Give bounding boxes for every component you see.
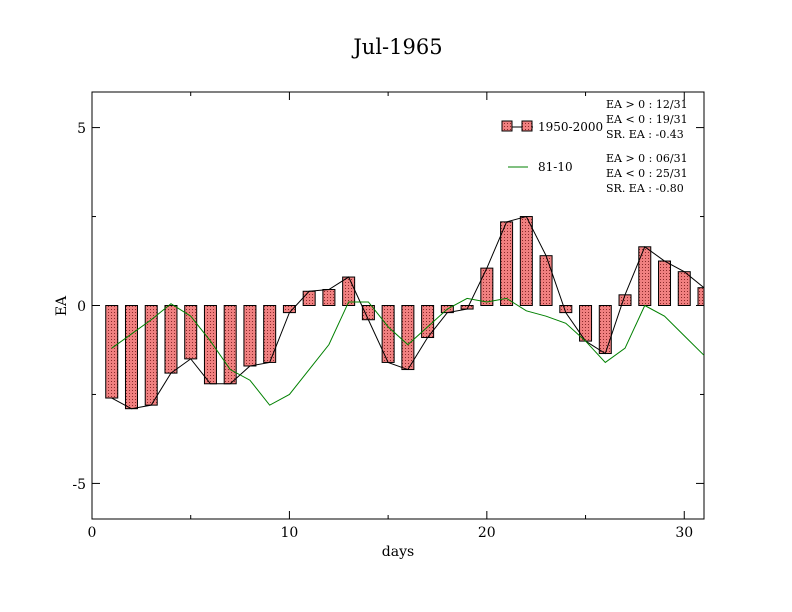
stat-81-10-sr: SR. EA : -0.80: [606, 182, 684, 195]
bar-day-27: [618, 294, 632, 307]
bar-day-10: [282, 305, 296, 314]
bar-day-31: [697, 287, 705, 307]
bar-day-20: [480, 267, 494, 307]
legend-label-81-10: 81-10: [538, 160, 573, 174]
x-tick-label-0: 0: [88, 525, 97, 541]
bar-day-9: [263, 305, 277, 363]
legend: 1950-2000 81-10: [501, 120, 603, 174]
y-tick-label-5: 5: [77, 121, 86, 137]
stat-1950-2000-negative: EA < 0 : 19/31: [606, 113, 688, 126]
chart-title: Jul-1965: [351, 35, 442, 59]
stat-1950-2000-positive: EA > 0 : 12/31: [606, 98, 688, 111]
legend-bar-swatch-right: [521, 120, 533, 132]
stat-81-10-positive: EA > 0 : 06/31: [606, 152, 688, 165]
bar-day-30: [677, 271, 691, 306]
bar-day-28: [638, 246, 652, 307]
y-tick-label-0: 0: [77, 299, 86, 315]
x-tick-label-30: 30: [675, 525, 693, 541]
bar-day-1: [105, 305, 119, 399]
bar-day-13: [342, 276, 356, 306]
bar-day-29: [658, 260, 672, 307]
bar-day-6: [203, 305, 217, 385]
bar-day-21: [500, 221, 514, 306]
bar-series-outline: [111, 215, 705, 410]
bar-day-26: [598, 305, 612, 355]
y-tick-label-neg5: -5: [72, 477, 86, 493]
x-tick-label-10: 10: [280, 525, 298, 541]
bar-day-8: [243, 305, 257, 367]
legend-label-1950-2000: 1950-2000: [538, 120, 603, 134]
x-axis-label: days: [382, 544, 414, 560]
bar-day-12: [322, 288, 336, 306]
bar-day-16: [401, 305, 415, 371]
line-series-81-10: [111, 297, 705, 406]
y-axis-label: EA: [54, 295, 70, 316]
y-axis-ticks: [92, 127, 704, 484]
bar-day-3: [144, 305, 158, 406]
bar-day-11: [302, 290, 316, 306]
bar-day-4: [164, 305, 178, 374]
stat-81-10-negative: EA < 0 : 25/31: [606, 167, 688, 180]
x-tick-label-20: 20: [478, 525, 496, 541]
x-axis-ticks: [91, 92, 685, 519]
legend-bar-swatch-left: [501, 120, 513, 132]
bar-day-23: [539, 255, 553, 306]
stats-block: EA > 0 : 12/31 EA < 0 : 19/31 SR. EA : -…: [606, 98, 688, 195]
bar-day-22: [519, 216, 533, 307]
bar-series: [105, 216, 705, 410]
stat-1950-2000-sr: SR. EA : -0.43: [606, 128, 684, 141]
bar-day-2: [124, 305, 138, 410]
